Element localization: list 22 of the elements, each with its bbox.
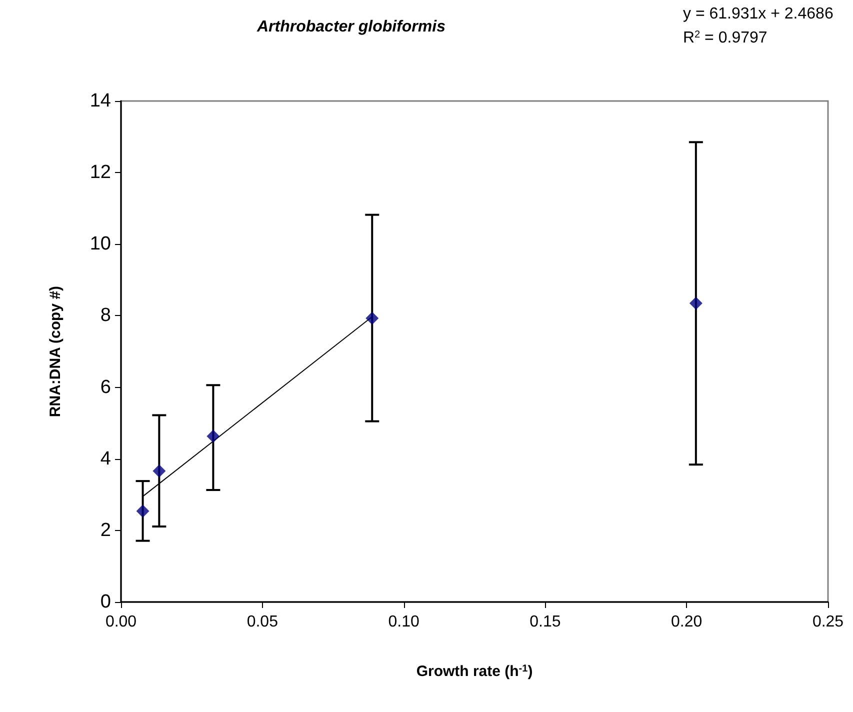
- x-tick-label: 0.00: [105, 614, 137, 630]
- x-tick-label: 0.25: [812, 614, 844, 630]
- y-tick-label: 0: [100, 592, 111, 612]
- point: [206, 430, 220, 443]
- y-tick-label: 4: [100, 448, 112, 470]
- point: [689, 296, 702, 310]
- y-tick-label: 6: [100, 376, 111, 398]
- point: [366, 312, 379, 325]
- chart-title: Arthrobacter globiformis: [256, 18, 446, 36]
- y-axis-title: RNA:DNA (copy #): [47, 286, 64, 418]
- x-tick-label: 0.10: [388, 614, 420, 630]
- y-tick-label: 14: [90, 90, 112, 112]
- x-tick-label: 0.05: [246, 614, 278, 630]
- y-tick-label: 2: [100, 520, 111, 541]
- x-tick-label: 0.15: [530, 614, 561, 630]
- text: y = 61.931x + 2.4686: [683, 6, 834, 22]
- y-tick-label: 10: [90, 234, 111, 255]
- point: [152, 464, 166, 478]
- x-tick-label: 0.20: [671, 614, 702, 630]
- y-tick-label: 12: [90, 162, 111, 184]
- y-tick-label: 8: [100, 305, 111, 326]
- point: [136, 504, 150, 518]
